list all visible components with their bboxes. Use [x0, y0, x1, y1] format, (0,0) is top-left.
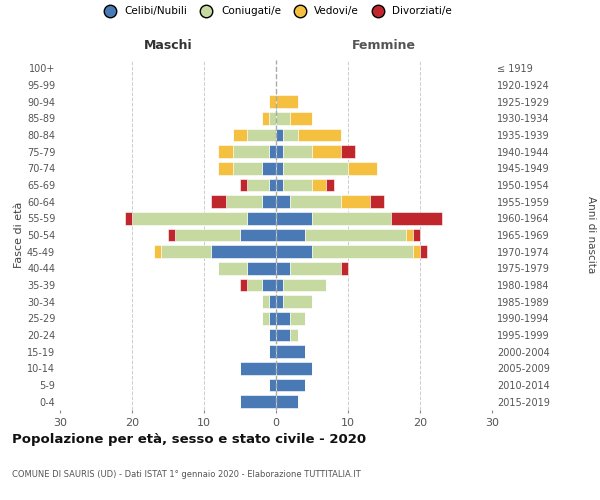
Text: Anni di nascita: Anni di nascita [586, 196, 596, 274]
Bar [283, 296, 312, 308]
Bar [290, 112, 312, 124]
Bar [283, 162, 348, 174]
Bar [276, 346, 305, 358]
Bar [226, 196, 262, 208]
Bar [341, 262, 348, 274]
Bar [218, 262, 247, 274]
Bar [240, 362, 276, 374]
Bar [370, 196, 384, 208]
Bar [240, 396, 276, 408]
Bar [125, 212, 132, 224]
Bar [262, 296, 269, 308]
Bar [175, 229, 240, 241]
Bar [269, 112, 276, 124]
Bar [283, 146, 312, 158]
Bar [233, 129, 247, 141]
Bar [276, 312, 290, 324]
Bar [341, 146, 355, 158]
Bar [326, 179, 334, 192]
Bar [283, 129, 298, 141]
Bar [269, 179, 276, 192]
Bar [218, 146, 233, 158]
Bar [276, 279, 283, 291]
Bar [283, 279, 326, 291]
Bar [262, 312, 269, 324]
Bar [269, 146, 276, 158]
Bar [276, 329, 290, 341]
Bar [290, 262, 341, 274]
Text: Femmine: Femmine [352, 38, 416, 52]
Bar [283, 179, 312, 192]
Text: COMUNE DI SAURIS (UD) - Dati ISTAT 1° gennaio 2020 - Elaborazione TUTTITALIA.IT: COMUNE DI SAURIS (UD) - Dati ISTAT 1° ge… [12, 470, 361, 479]
Bar [391, 212, 442, 224]
Bar [305, 229, 406, 241]
Bar [247, 212, 276, 224]
Bar [312, 212, 391, 224]
Bar [290, 312, 305, 324]
Bar [211, 196, 226, 208]
Bar [240, 179, 247, 192]
Bar [211, 246, 276, 258]
Bar [276, 262, 290, 274]
Bar [262, 112, 269, 124]
Bar [247, 279, 262, 291]
Bar [298, 129, 341, 141]
Bar [290, 196, 341, 208]
Bar [269, 329, 276, 341]
Bar [168, 229, 175, 241]
Bar [276, 229, 305, 241]
Bar [312, 146, 341, 158]
Y-axis label: Fasce di età: Fasce di età [14, 202, 24, 268]
Bar [290, 329, 298, 341]
Bar [276, 146, 283, 158]
Bar [218, 162, 233, 174]
Bar [312, 246, 413, 258]
Bar [161, 246, 211, 258]
Bar [240, 279, 247, 291]
Bar [276, 162, 283, 174]
Bar [233, 146, 269, 158]
Bar [269, 346, 276, 358]
Text: Popolazione per età, sesso e stato civile - 2020: Popolazione per età, sesso e stato civil… [12, 432, 366, 446]
Bar [348, 162, 377, 174]
Bar [247, 129, 276, 141]
Bar [276, 196, 290, 208]
Bar [262, 162, 276, 174]
Bar [132, 212, 247, 224]
Bar [262, 196, 276, 208]
Bar [276, 296, 283, 308]
Bar [341, 196, 370, 208]
Bar [233, 162, 262, 174]
Bar [269, 312, 276, 324]
Bar [276, 179, 283, 192]
Bar [276, 362, 312, 374]
Bar [262, 279, 276, 291]
Bar [420, 246, 427, 258]
Bar [276, 246, 312, 258]
Bar [247, 262, 276, 274]
Bar [276, 379, 305, 391]
Bar [276, 129, 283, 141]
Bar [240, 229, 276, 241]
Bar [247, 179, 269, 192]
Bar [413, 229, 420, 241]
Text: Maschi: Maschi [143, 38, 193, 52]
Bar [269, 96, 276, 108]
Bar [276, 212, 312, 224]
Bar [269, 296, 276, 308]
Bar [276, 112, 290, 124]
Bar [276, 96, 298, 108]
Bar [269, 379, 276, 391]
Bar [413, 246, 420, 258]
Bar [312, 179, 326, 192]
Bar [154, 246, 161, 258]
Bar [406, 229, 413, 241]
Bar [276, 396, 298, 408]
Legend: Celibi/Nubili, Coniugati/e, Vedovi/e, Divorziati/e: Celibi/Nubili, Coniugati/e, Vedovi/e, Di… [95, 2, 457, 21]
